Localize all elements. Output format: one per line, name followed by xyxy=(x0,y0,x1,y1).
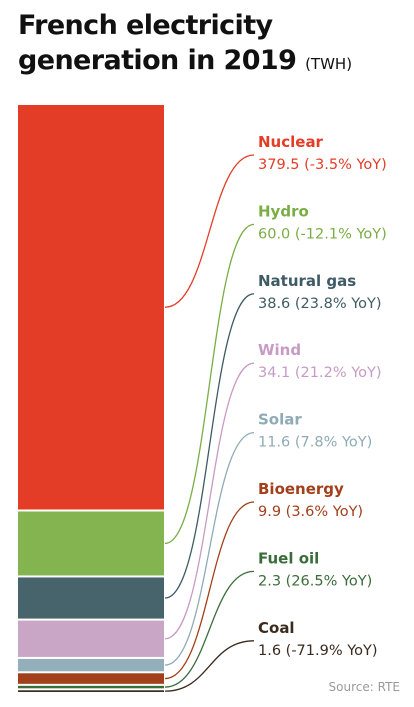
bar-segment-nuclear xyxy=(18,105,164,510)
title-line-2: generation in 2019 (TWH) xyxy=(18,43,408,82)
label-value-nuclear: 379.5 (-3.5% YoY) xyxy=(258,157,387,173)
title-line-2-text: generation in 2019 xyxy=(18,45,297,76)
connector-solar xyxy=(164,431,255,666)
bar-segment-natural-gas xyxy=(18,577,164,619)
bar-segment-bioenergy xyxy=(18,673,164,684)
label-name-coal: Coal xyxy=(258,619,295,637)
label-value-hydro: 60.0 (-12.1% YoY) xyxy=(258,226,387,242)
bar-segment-fuel-oil xyxy=(18,685,164,689)
connector-hydro xyxy=(164,223,255,545)
label-value-natural-gas: 38.6 (23.8% YoY) xyxy=(258,296,382,312)
label-value-wind: 34.1 (21.2% YoY) xyxy=(258,365,382,381)
label-name-solar: Solar xyxy=(258,411,302,429)
label-name-nuclear: Nuclear xyxy=(258,133,324,151)
connector-bioenergy xyxy=(164,501,255,680)
connector-wind xyxy=(164,362,255,640)
label-value-coal: 1.6 (-71.9% YoY) xyxy=(258,643,378,659)
label-value-bioenergy: 9.9 (3.6% YoY) xyxy=(258,504,363,520)
label-name-natural-gas: Natural gas xyxy=(258,272,356,290)
bar-segment-coal xyxy=(18,690,164,692)
label-name-wind: Wind xyxy=(258,341,301,359)
connector-natural-gas xyxy=(164,293,255,599)
chart-title: French electricity generation in 2019 (T… xyxy=(18,8,408,82)
bar-segment-hydro xyxy=(18,511,164,576)
label-name-hydro: Hydro xyxy=(258,202,309,220)
connector-coal xyxy=(164,640,255,692)
label-name-bioenergy: Bioenergy xyxy=(258,480,344,498)
bar-segment-wind xyxy=(18,620,164,657)
label-name-fuel-oil: Fuel oil xyxy=(258,549,319,567)
title-line-1: French electricity xyxy=(18,10,273,41)
source-note: Source: RTE xyxy=(328,680,400,694)
label-value-solar: 11.6 (7.8% YoY) xyxy=(258,435,372,451)
unit-label: (TWH) xyxy=(305,55,353,73)
bar-segment-solar xyxy=(18,658,164,672)
connector-fuel-oil xyxy=(164,570,255,688)
label-value-fuel-oil: 2.3 (26.5% YoY) xyxy=(258,573,372,589)
connector-nuclear xyxy=(164,154,255,308)
